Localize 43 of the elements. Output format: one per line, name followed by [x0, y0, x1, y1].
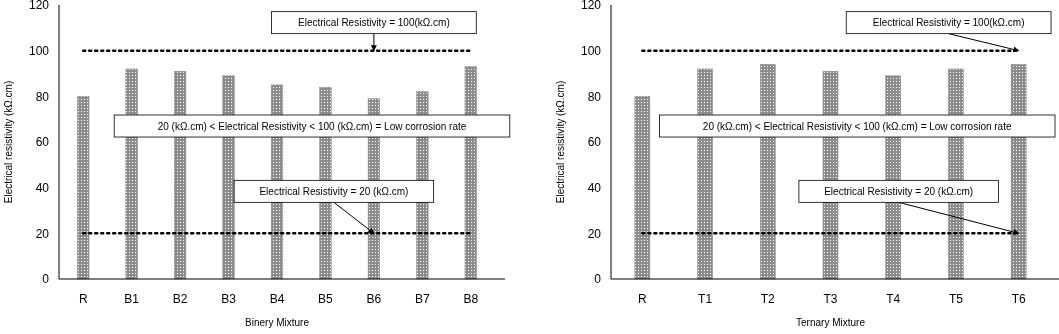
y-tick-label: 20 [587, 226, 602, 241]
y-tick-label: 60 [35, 135, 50, 150]
y-axis-title: Electrical resistivity (kΩ.cm) [3, 80, 14, 204]
x-tick-label: B2 [172, 292, 188, 306]
annotation: Electrical Resistivity = 100(kΩ.cm) [298, 17, 450, 29]
x-tick-label: B3 [221, 292, 237, 306]
bar [634, 96, 651, 280]
y-tick-label: 0 [42, 272, 50, 287]
x-tick-label: T2 [760, 292, 776, 306]
annotation: 20 (kΩ.cm) < Electrical Resistivity < 100 (kΩ.cm) = Low corrosion rate [157, 120, 467, 132]
y-tick-label: 0 [594, 272, 602, 287]
x-tick-label: B6 [366, 292, 382, 306]
bar [697, 68, 713, 280]
x-tick-label: B1 [124, 292, 140, 306]
x-tick-label: R [638, 292, 648, 306]
y-tick-label: 120 [580, 0, 602, 13]
annotation: Electrical Resistivity = 20 (kΩ.cm) [824, 185, 974, 197]
y-tick-label: 80 [35, 89, 50, 104]
x-tick-label: B4 [269, 292, 285, 306]
x-tick-label: T5 [948, 292, 964, 306]
x-axis-title: Binery Mixture [245, 317, 310, 328]
y-tick-label: 40 [35, 180, 50, 195]
y-tick-label: 20 [35, 226, 50, 241]
y-axis-title: Electrical resistivity (kΩ.cm) [555, 80, 566, 204]
x-tick-label: B5 [318, 292, 334, 306]
x-axis-title: Ternary Mixture [796, 317, 866, 328]
x-tick-label: T3 [823, 292, 838, 306]
annotation: 20 (kΩ.cm) < Electrical Resistivity < 100 (kΩ.cm) = Low corrosion rate [702, 120, 1012, 132]
x-tick-label: R [78, 292, 88, 306]
x-tick-label: T1 [698, 292, 713, 306]
y-tick-label: 80 [587, 89, 602, 104]
annotation: Electrical Resistivity = 100(kΩ.cm) [872, 17, 1025, 29]
annotation: Electrical Resistivity = 20 (kΩ.cm) [259, 185, 409, 197]
y-tick-label: 40 [587, 180, 602, 195]
x-tick-label: T4 [886, 292, 901, 306]
y-tick-label: 60 [587, 135, 602, 150]
y-tick-label: 100 [28, 43, 50, 58]
x-tick-label: T6 [1011, 292, 1026, 306]
bar [77, 96, 90, 280]
x-tick-label: B7 [414, 292, 430, 306]
y-tick-label: 100 [580, 43, 602, 58]
x-tick-label: B8 [463, 292, 479, 306]
y-tick-label: 120 [28, 0, 50, 13]
